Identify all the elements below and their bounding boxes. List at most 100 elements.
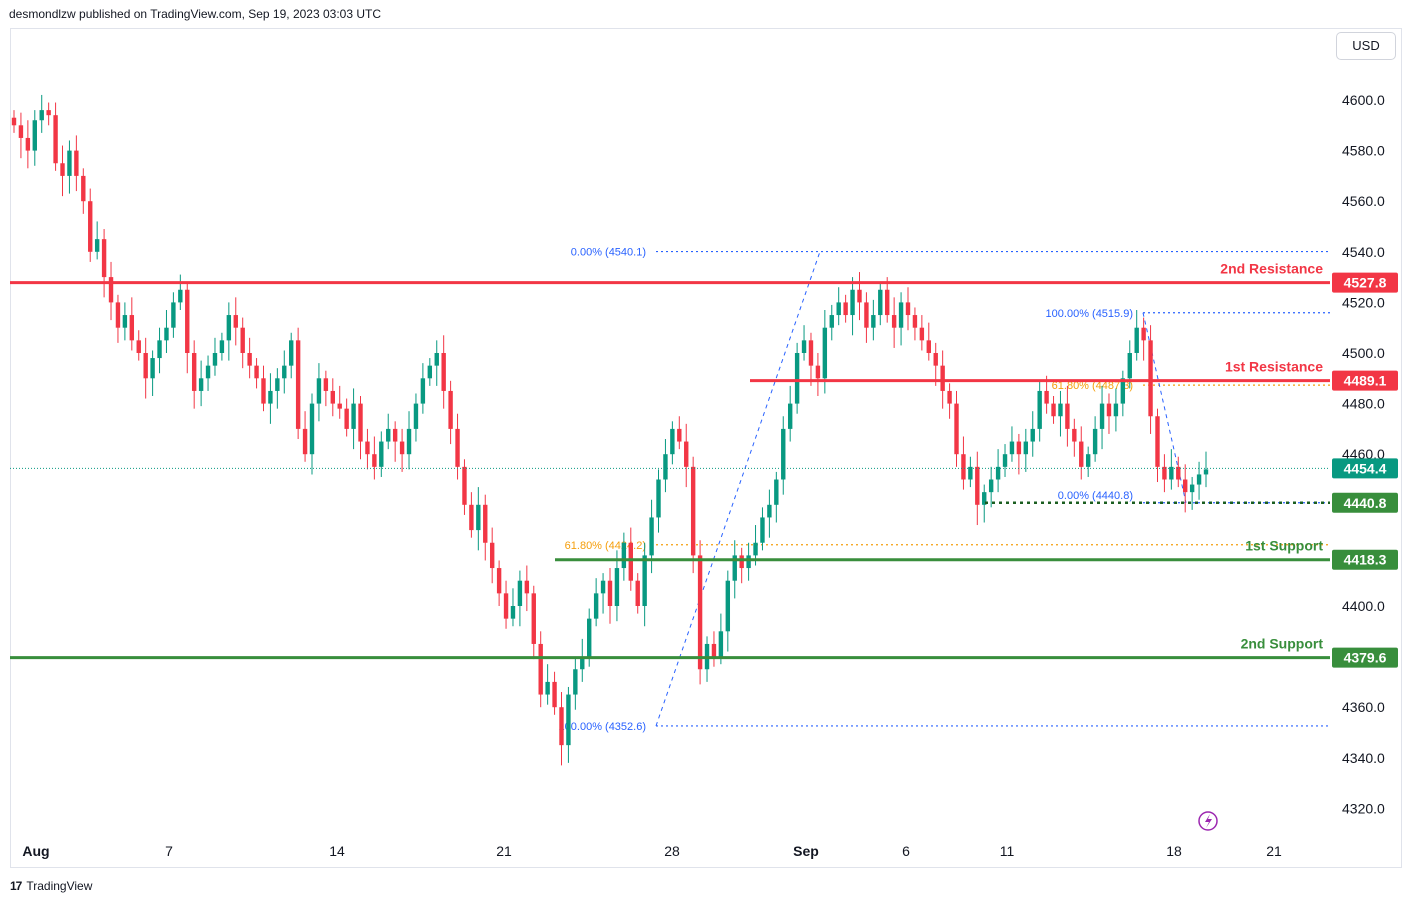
- candle-body: [1065, 403, 1070, 429]
- candle-body: [919, 327, 925, 341]
- level-label: 1st Resistance: [1225, 359, 1323, 375]
- time-tick-label: Sep: [793, 843, 819, 859]
- candle-body: [787, 403, 793, 429]
- candle-body: [739, 555, 744, 569]
- candle-body: [808, 340, 814, 366]
- candle-body: [53, 115, 58, 164]
- current-price-tag-bg: [1332, 458, 1398, 479]
- footer-brand[interactable]: 17 TradingView: [10, 879, 92, 893]
- candle-body: [670, 428, 675, 455]
- candle-body: [774, 479, 779, 505]
- replay-icon[interactable]: [1198, 811, 1218, 831]
- candle-body: [129, 315, 135, 341]
- fibonacci-layer: 0.00% (4540.1) 61.80% (4424.2) 100.00% (43…: [559, 247, 1330, 733]
- candle-body: [753, 542, 758, 556]
- candle-body: [115, 302, 121, 328]
- tradingview-logo-icon: 17: [10, 879, 22, 893]
- fib-level-label: 100.00% (4515.9): [1046, 308, 1133, 320]
- candle-body: [898, 302, 904, 328]
- candle-body: [968, 466, 973, 480]
- time-tick-label: 6: [902, 843, 910, 859]
- candle-body: [1162, 466, 1167, 480]
- candle-body: [496, 568, 502, 594]
- candle-body: [1127, 353, 1132, 379]
- candle-body: [829, 315, 834, 328]
- candle-body: [600, 580, 606, 594]
- candle-body: [503, 593, 509, 619]
- fib-level-label: 61.80% (4487.3): [1052, 380, 1133, 392]
- price-tick-label: 4400.0: [1342, 598, 1385, 614]
- candle-body: [254, 365, 259, 379]
- candle-body: [781, 428, 786, 480]
- candle-body: [1085, 454, 1091, 467]
- pivot-price-tag: 4440.8: [1344, 495, 1387, 511]
- candle-body: [933, 353, 938, 366]
- candle-body: [843, 302, 848, 316]
- candle-body: [178, 289, 183, 303]
- candle-body: [18, 125, 24, 138]
- price-tick-label: 4320.0: [1342, 800, 1385, 816]
- candle-body: [1183, 479, 1188, 493]
- candle-body: [982, 492, 987, 505]
- candle-body: [323, 378, 329, 391]
- time-tick-label: 14: [329, 843, 345, 859]
- candle-body: [191, 353, 197, 391]
- candle-body: [302, 428, 308, 455]
- price-axis: 4600.0 4580.0 4560.0 4540.0 4520.0 4500.0 4480…: [1342, 92, 1385, 816]
- candle-body: [46, 110, 51, 116]
- candle-body: [420, 378, 426, 404]
- candle-body: [1044, 390, 1049, 404]
- candle-body: [1176, 466, 1181, 480]
- candle-body: [961, 454, 966, 480]
- candle-body: [1120, 378, 1126, 404]
- candle-body: [538, 643, 543, 695]
- time-axis: Aug 7 14 21 28 Sep 6 11 18 21: [22, 843, 1282, 859]
- candle-body: [60, 163, 65, 176]
- candle-body: [988, 479, 994, 493]
- candle-body: [905, 302, 911, 316]
- candle-body: [1169, 466, 1174, 480]
- candle-body: [656, 479, 661, 518]
- candle-body: [690, 466, 696, 556]
- candle-body: [566, 694, 571, 746]
- candle-body: [510, 606, 516, 619]
- candle-body: [642, 555, 647, 606]
- candle-body: [891, 315, 897, 328]
- candle-body: [171, 302, 176, 328]
- candle-body: [406, 428, 412, 455]
- candle-body: [275, 378, 280, 391]
- price-tick-label: 4540.0: [1342, 244, 1385, 260]
- candle-body: [240, 327, 245, 353]
- candle-body: [663, 454, 668, 480]
- candle-body: [1113, 403, 1119, 417]
- candle-body: [836, 302, 841, 316]
- candle-body: [593, 593, 599, 619]
- level-price-tag-bg: [1332, 272, 1398, 293]
- candle-body: [1051, 403, 1056, 417]
- time-tick-label: 7: [165, 843, 173, 859]
- candle-body: [94, 239, 100, 252]
- candle-body: [143, 353, 148, 379]
- candle-body: [552, 681, 557, 708]
- time-tick-label: 28: [664, 843, 680, 859]
- candle-body: [801, 340, 807, 353]
- currency-button[interactable]: USD: [1336, 32, 1396, 60]
- candle-body: [621, 542, 627, 569]
- candle-body: [857, 289, 862, 303]
- price-tick-label: 4580.0: [1342, 143, 1385, 159]
- candle-body: [732, 555, 737, 581]
- candle-body: [628, 542, 633, 581]
- level-price-tag-bg: [1332, 549, 1398, 570]
- publisher-line: desmondlzw published on TradingView.com,…: [9, 7, 382, 21]
- candle-body: [995, 466, 1001, 480]
- candle-body: [358, 403, 363, 442]
- candle-body: [205, 365, 211, 379]
- candle-body: [1030, 428, 1035, 442]
- candlesticks-layer: [11, 94, 1209, 766]
- time-tick-label: 11: [1000, 843, 1015, 859]
- candle-body: [233, 315, 238, 328]
- level-label: 2nd Support: [1241, 636, 1324, 652]
- candle-body: [1099, 403, 1105, 429]
- candle-body: [289, 340, 294, 366]
